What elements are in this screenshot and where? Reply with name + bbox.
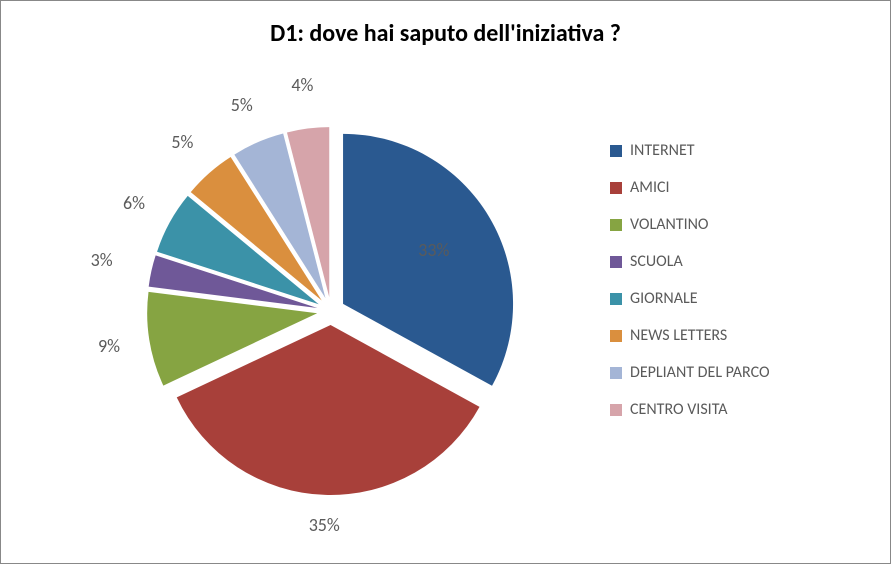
legend-label: SCUOLA xyxy=(630,252,683,271)
pie-slice-label: 5% xyxy=(171,131,193,153)
legend-swatch xyxy=(610,182,622,194)
chart-title: D1: dove hai saputo dell'iniziativa ? xyxy=(1,19,890,48)
pie-slice-label: 3% xyxy=(91,249,113,271)
legend-label: AMICI xyxy=(630,178,670,197)
legend-label: NEWS LETTERS xyxy=(630,326,727,345)
legend: INTERNET AMICI VOLANTINO SCUOLA GIORNALE NEWS… xyxy=(610,141,860,437)
legend-item: SCUOLA xyxy=(610,252,860,271)
pie-chart-area: 33%35%9%3%6%5%5%4% xyxy=(31,81,591,541)
legend-swatch xyxy=(610,404,622,416)
legend-label: CENTRO VISITA xyxy=(630,400,728,419)
legend-label: VOLANTINO xyxy=(630,215,709,234)
legend-swatch xyxy=(610,219,622,231)
pie-slice-label: 6% xyxy=(123,192,145,214)
pie-slice-label: 33% xyxy=(418,239,449,261)
pie-slice-label: 4% xyxy=(291,74,313,96)
legend-swatch xyxy=(610,256,622,268)
legend-item: GIORNALE xyxy=(610,289,860,308)
legend-swatch xyxy=(610,293,622,305)
pie-slice-label: 9% xyxy=(98,335,120,357)
pie-slice-label: 35% xyxy=(309,514,340,536)
pie-chart xyxy=(31,81,591,541)
legend-swatch xyxy=(610,145,622,157)
legend-item: INTERNET xyxy=(610,141,860,160)
legend-item: VOLANTINO xyxy=(610,215,860,234)
legend-item: DEPLIANT DEL PARCO xyxy=(610,363,860,382)
pie-slice-label: 5% xyxy=(231,94,253,116)
legend-item: NEWS LETTERS xyxy=(610,326,860,345)
chart-frame: D1: dove hai saputo dell'iniziativa ? 33… xyxy=(0,0,891,564)
legend-item: AMICI xyxy=(610,178,860,197)
legend-swatch xyxy=(610,330,622,342)
legend-label: INTERNET xyxy=(630,141,695,160)
legend-label: GIORNALE xyxy=(630,289,698,308)
legend-label: DEPLIANT DEL PARCO xyxy=(630,363,770,382)
legend-swatch xyxy=(610,367,622,379)
legend-item: CENTRO VISITA xyxy=(610,400,860,419)
